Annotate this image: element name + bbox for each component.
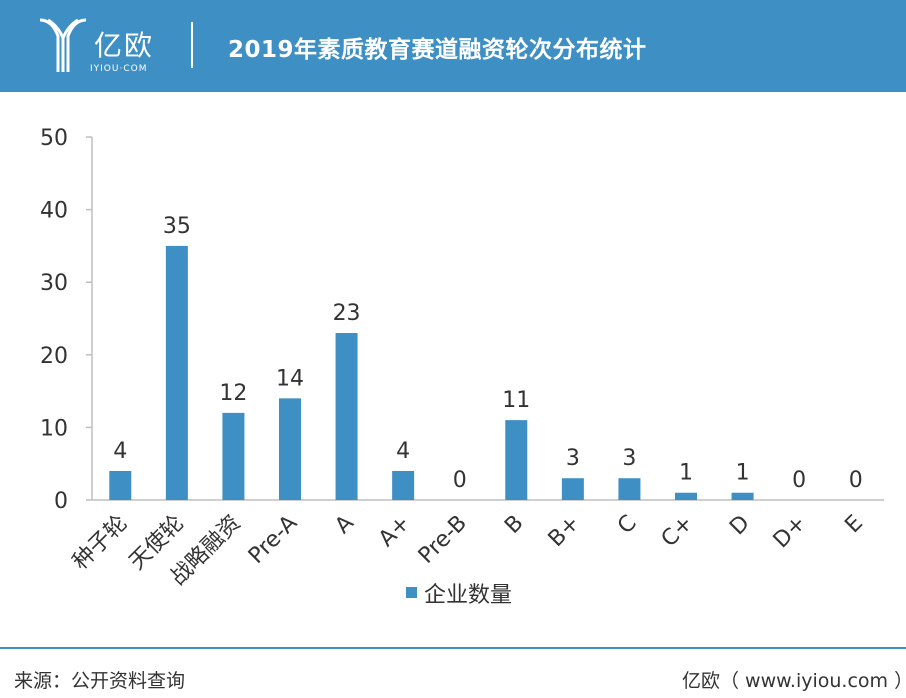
bar [675, 492, 697, 500]
data-label: 0 [849, 468, 863, 493]
x-tick-label: E [840, 511, 868, 539]
legend-swatch [406, 587, 417, 598]
x-tick-label: B [500, 511, 528, 539]
bar [505, 420, 528, 500]
bar [561, 478, 584, 500]
bar [165, 245, 188, 500]
data-label: 1 [736, 461, 750, 486]
data-label: 4 [396, 439, 410, 464]
data-label: 23 [333, 301, 361, 326]
data-label: 1 [679, 461, 693, 486]
legend: 企业数量 [406, 583, 512, 608]
source-note: 来源：公开资料查询 [14, 670, 186, 692]
header-bar: 亿欧 IYIOU·COM 2019年素质教育赛道融资轮次分布统计 [0, 0, 906, 92]
y-tick-label: 0 [54, 489, 68, 514]
bar [279, 398, 301, 500]
bar-series [109, 245, 754, 500]
x-tick-label: D [725, 511, 755, 541]
x-tick-label: C [613, 511, 642, 540]
page-title: 2019年素质教育赛道融资轮次分布统计 [228, 37, 647, 63]
x-tick-label: Pre-B [414, 511, 472, 569]
y-axis: 0 10 20 30 40 50 [40, 126, 93, 514]
bar [392, 470, 415, 500]
y-tick-label: 20 [40, 344, 68, 369]
y-tick-label: 10 [40, 416, 68, 441]
x-tick-label: 种子轮 [68, 511, 132, 575]
x-tick-label: A+ [374, 511, 415, 552]
header-divider [191, 22, 193, 68]
x-tick-label: B+ [544, 511, 585, 552]
data-label: 4 [113, 439, 127, 464]
data-label: 11 [502, 388, 530, 413]
data-label: 0 [792, 468, 806, 493]
data-label: 3 [566, 446, 580, 471]
y-tick-label: 30 [40, 271, 68, 296]
bar [222, 412, 245, 500]
x-tick-label: D+ [769, 511, 812, 554]
data-label: 14 [276, 366, 304, 391]
bar [731, 492, 754, 500]
x-tick-label: Pre-A [244, 511, 302, 569]
legend-label: 企业数量 [424, 583, 512, 608]
y-tick-label: 50 [40, 126, 68, 151]
logo-domain: IYIOU·COM [90, 64, 148, 74]
y-tick-label: 40 [40, 199, 68, 224]
logo-icon [39, 18, 87, 72]
bar [109, 470, 132, 500]
data-label: 35 [163, 214, 191, 239]
data-label: 3 [622, 446, 636, 471]
data-label: 0 [453, 468, 467, 493]
data-label: 12 [219, 381, 247, 406]
footer-divider [0, 647, 906, 649]
credit-note: 亿欧（ www.iyiou.com ） [682, 670, 906, 692]
logo-text: 亿欧 [94, 29, 155, 62]
x-tick-label: A [330, 511, 358, 539]
bar [618, 478, 641, 500]
bar [335, 333, 358, 500]
logo: 亿欧 IYIOU·COM [38, 16, 188, 78]
x-tick-label: C+ [657, 511, 699, 553]
